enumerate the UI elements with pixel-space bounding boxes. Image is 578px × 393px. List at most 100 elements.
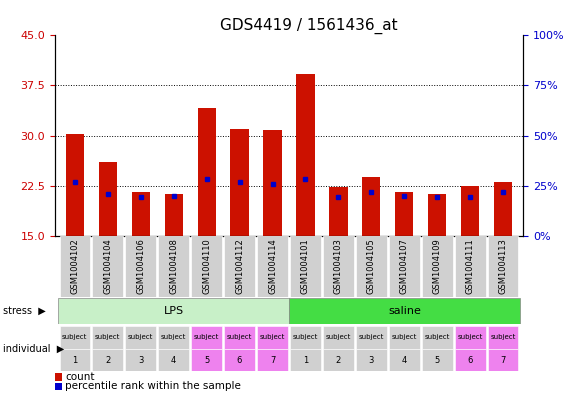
Text: 5: 5: [435, 356, 440, 365]
Text: subject: subject: [458, 334, 483, 340]
FancyBboxPatch shape: [488, 236, 518, 297]
Bar: [362, 177, 380, 236]
FancyBboxPatch shape: [60, 349, 90, 371]
Bar: [329, 187, 347, 236]
Text: 4: 4: [402, 356, 407, 365]
Text: individual  ▶: individual ▶: [3, 344, 64, 354]
Text: subject: subject: [194, 334, 219, 340]
Text: subject: subject: [326, 334, 351, 340]
FancyBboxPatch shape: [389, 349, 420, 371]
FancyBboxPatch shape: [356, 349, 387, 371]
FancyBboxPatch shape: [289, 298, 520, 324]
FancyBboxPatch shape: [92, 349, 123, 371]
FancyBboxPatch shape: [257, 326, 288, 349]
FancyBboxPatch shape: [488, 326, 518, 349]
FancyBboxPatch shape: [455, 349, 486, 371]
Text: 2: 2: [336, 356, 341, 365]
Text: subject: subject: [227, 334, 252, 340]
Text: stress  ▶: stress ▶: [3, 306, 46, 316]
Text: subject: subject: [293, 334, 318, 340]
FancyBboxPatch shape: [422, 349, 453, 371]
Text: GSM1004104: GSM1004104: [103, 239, 112, 294]
FancyBboxPatch shape: [257, 349, 288, 371]
Text: GSM1004110: GSM1004110: [202, 239, 211, 294]
Bar: [55, 382, 62, 390]
Text: subject: subject: [425, 334, 450, 340]
FancyBboxPatch shape: [488, 349, 518, 371]
Text: GSM1004106: GSM1004106: [136, 238, 145, 294]
FancyBboxPatch shape: [389, 326, 420, 349]
Bar: [461, 185, 479, 236]
FancyBboxPatch shape: [191, 236, 222, 297]
Text: 7: 7: [501, 356, 506, 365]
FancyBboxPatch shape: [92, 326, 123, 349]
Text: subject: subject: [359, 334, 384, 340]
FancyBboxPatch shape: [422, 236, 453, 297]
FancyBboxPatch shape: [455, 326, 486, 349]
FancyBboxPatch shape: [191, 349, 222, 371]
Text: 3: 3: [138, 356, 143, 365]
FancyBboxPatch shape: [60, 236, 90, 297]
FancyBboxPatch shape: [92, 236, 123, 297]
Text: subject: subject: [392, 334, 417, 340]
FancyBboxPatch shape: [422, 326, 453, 349]
FancyBboxPatch shape: [125, 349, 156, 371]
FancyBboxPatch shape: [290, 326, 321, 349]
Text: GSM1004114: GSM1004114: [268, 239, 277, 294]
FancyBboxPatch shape: [224, 236, 255, 297]
Text: GDS4419 / 1561436_at: GDS4419 / 1561436_at: [220, 18, 397, 34]
Text: 6: 6: [237, 356, 242, 365]
FancyBboxPatch shape: [125, 236, 156, 297]
FancyBboxPatch shape: [455, 236, 486, 297]
Text: count: count: [65, 372, 95, 382]
FancyBboxPatch shape: [257, 236, 288, 297]
Text: GSM1004113: GSM1004113: [499, 238, 508, 294]
FancyBboxPatch shape: [323, 236, 354, 297]
Text: GSM1004108: GSM1004108: [169, 238, 178, 294]
Text: GSM1004102: GSM1004102: [70, 239, 79, 294]
Text: 1: 1: [72, 356, 77, 365]
Bar: [99, 162, 117, 236]
Text: subject: subject: [62, 334, 87, 340]
Bar: [198, 108, 216, 236]
Bar: [494, 182, 512, 236]
FancyBboxPatch shape: [58, 298, 289, 324]
Text: GSM1004101: GSM1004101: [301, 239, 310, 294]
Text: 3: 3: [369, 356, 374, 365]
Text: GSM1004103: GSM1004103: [334, 238, 343, 294]
FancyBboxPatch shape: [224, 349, 255, 371]
Text: GSM1004112: GSM1004112: [235, 239, 244, 294]
Text: saline: saline: [388, 306, 421, 316]
Text: GSM1004109: GSM1004109: [433, 239, 442, 294]
Text: subject: subject: [128, 334, 153, 340]
FancyBboxPatch shape: [323, 349, 354, 371]
Bar: [165, 195, 183, 236]
Text: 4: 4: [171, 356, 176, 365]
Bar: [428, 195, 446, 236]
Bar: [132, 192, 150, 236]
FancyBboxPatch shape: [158, 326, 189, 349]
FancyBboxPatch shape: [389, 236, 420, 297]
FancyBboxPatch shape: [323, 326, 354, 349]
Bar: [231, 129, 249, 236]
Text: 5: 5: [204, 356, 209, 365]
Bar: [66, 134, 84, 236]
FancyBboxPatch shape: [224, 326, 255, 349]
Text: subject: subject: [161, 334, 186, 340]
Text: GSM1004105: GSM1004105: [367, 239, 376, 294]
FancyBboxPatch shape: [125, 326, 156, 349]
Text: subject: subject: [260, 334, 285, 340]
Text: subject: subject: [491, 334, 516, 340]
FancyBboxPatch shape: [290, 236, 321, 297]
Text: percentile rank within the sample: percentile rank within the sample: [65, 381, 241, 391]
Bar: [395, 192, 413, 236]
FancyBboxPatch shape: [158, 236, 189, 297]
Text: 6: 6: [468, 356, 473, 365]
Text: 7: 7: [270, 356, 275, 365]
FancyBboxPatch shape: [191, 326, 222, 349]
Bar: [55, 373, 62, 381]
Text: subject: subject: [95, 334, 120, 340]
FancyBboxPatch shape: [356, 236, 387, 297]
Bar: [264, 130, 281, 236]
Bar: [297, 74, 314, 236]
